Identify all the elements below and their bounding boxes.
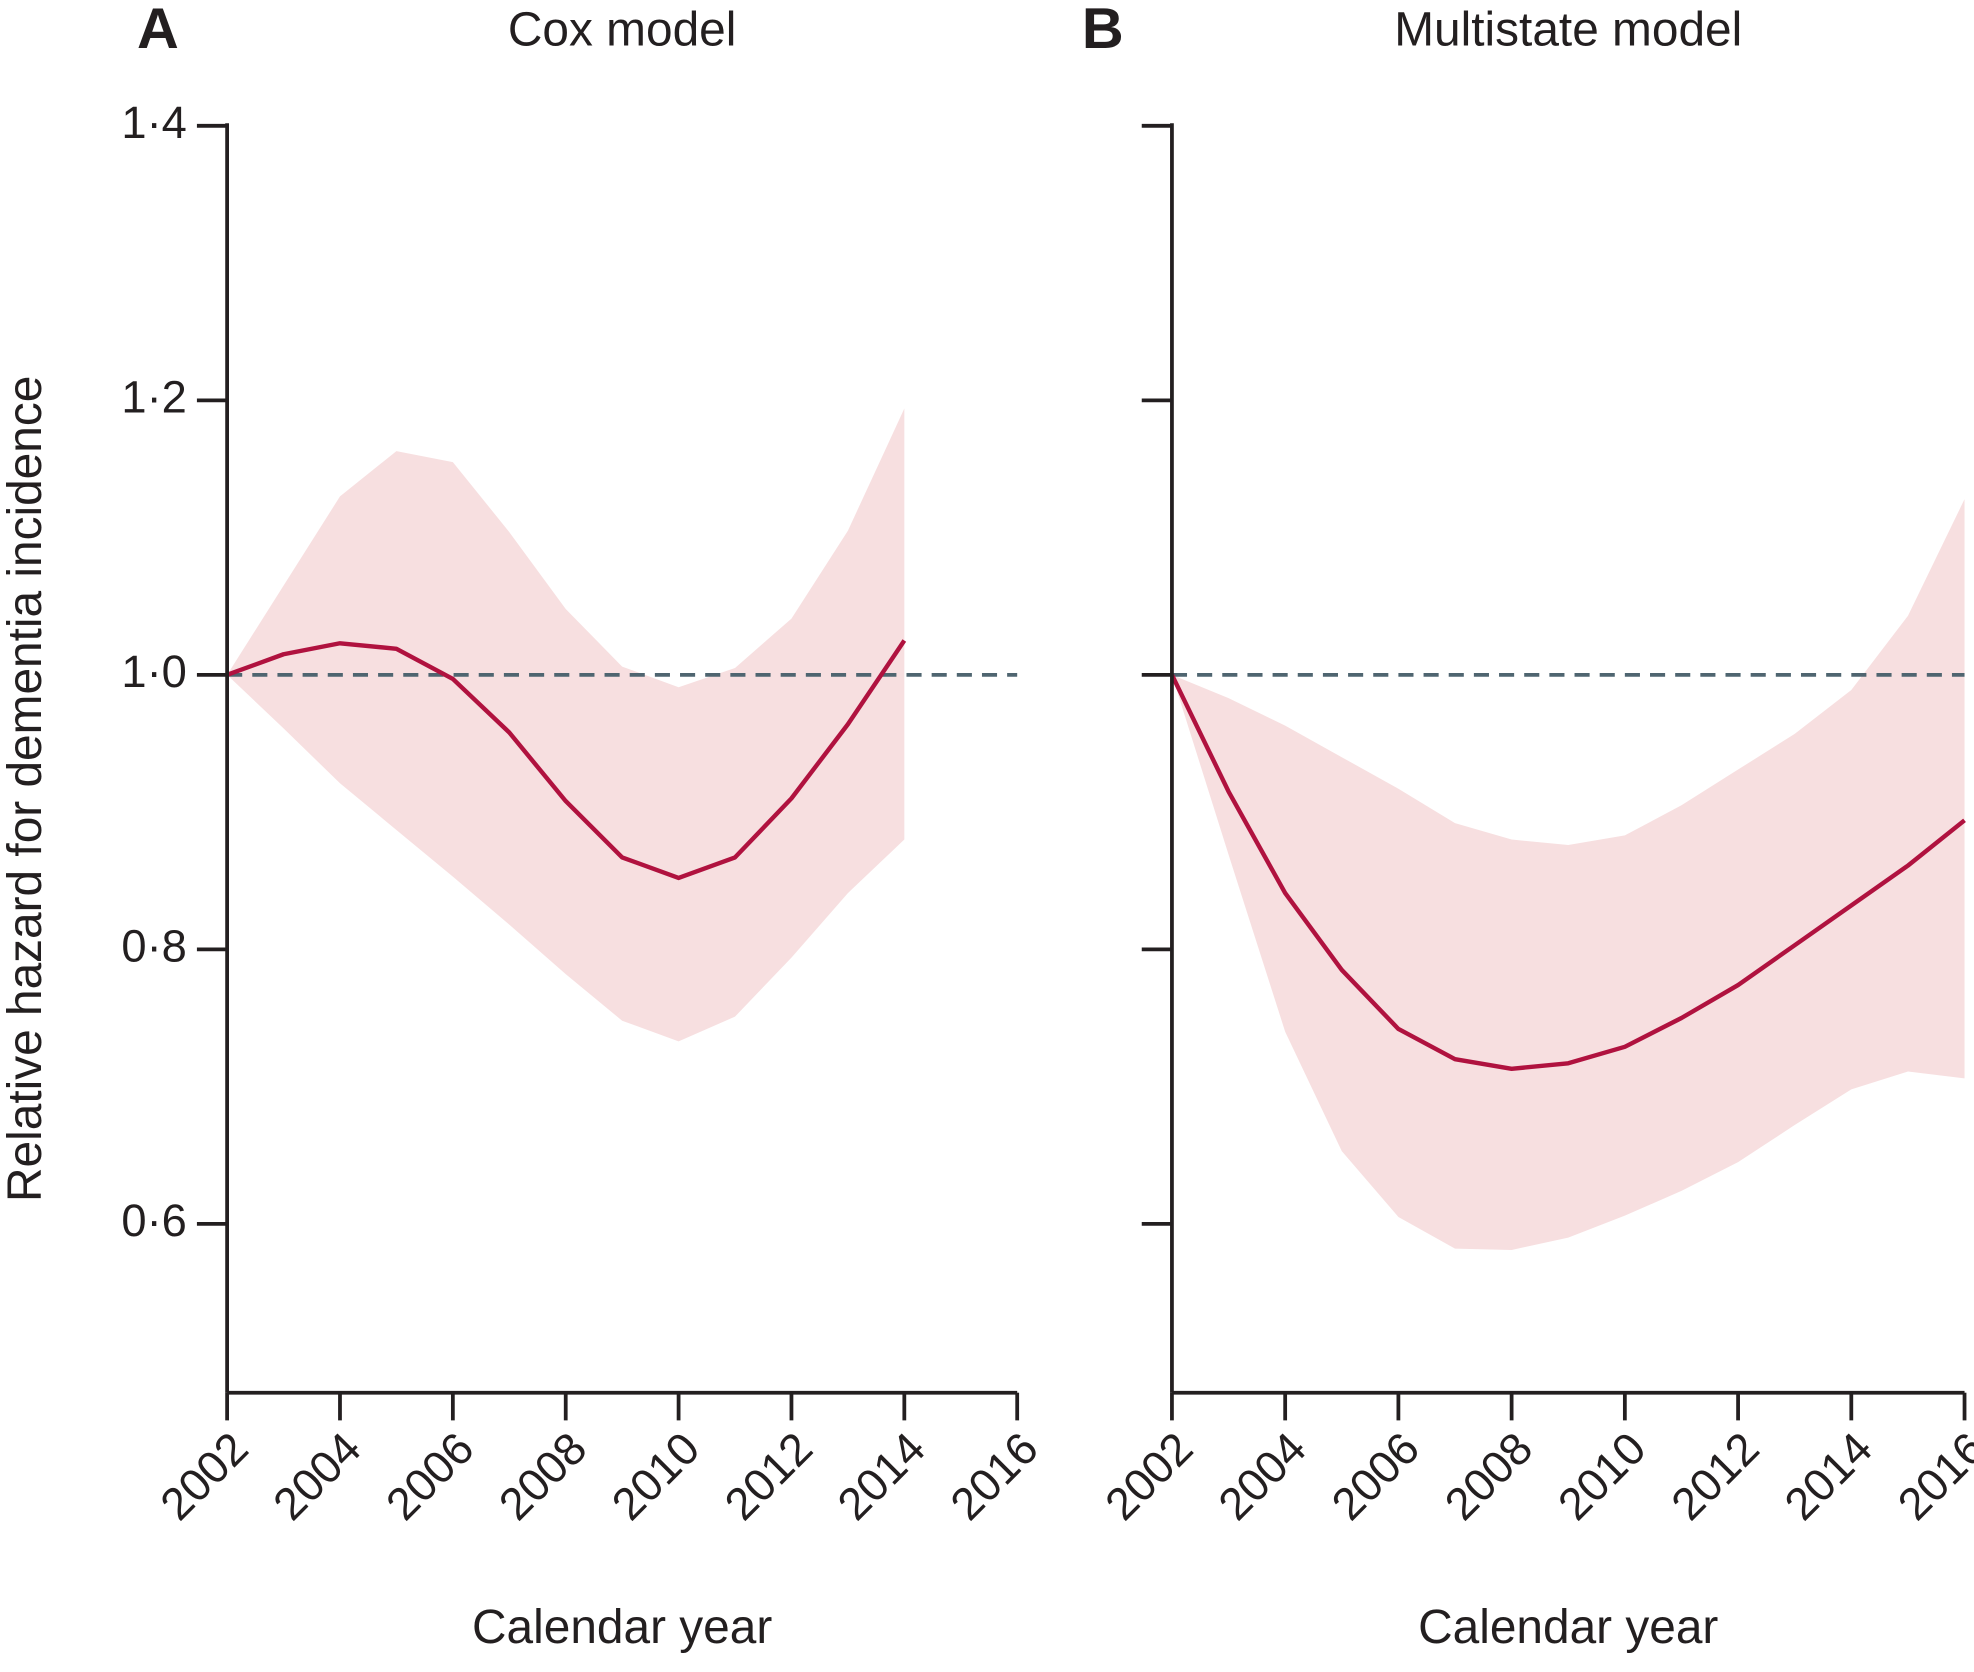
x-tick-label: 2008 bbox=[1435, 1422, 1542, 1529]
confidence-band bbox=[1171, 499, 1965, 1250]
y-tick-label: 0·8 bbox=[121, 920, 186, 971]
y-tick-label: 1·2 bbox=[121, 371, 186, 422]
x-axis-label: Calendar year bbox=[472, 1601, 772, 1654]
x-tick-label: 2008 bbox=[489, 1422, 596, 1529]
y-tick-label: 1·4 bbox=[121, 97, 186, 148]
y-tick-label: 1·0 bbox=[121, 646, 186, 697]
x-tick-label: 2006 bbox=[376, 1422, 483, 1529]
y-axis-label: Relative hazard for dementia incidence bbox=[0, 376, 52, 1202]
x-tick-label: 2004 bbox=[1209, 1422, 1316, 1529]
x-tick-label: 2002 bbox=[150, 1422, 257, 1529]
hazard-line bbox=[226, 639, 907, 881]
x-tick-label: 2002 bbox=[1095, 1422, 1202, 1529]
x-tick-label: 2016 bbox=[941, 1422, 1048, 1529]
panel-label: A bbox=[137, 0, 179, 61]
hazard-line bbox=[1169, 673, 1966, 1071]
x-axis-label: Calendar year bbox=[1418, 1601, 1718, 1654]
x-tick-label: 2016 bbox=[1888, 1422, 1974, 1529]
confidence-band bbox=[227, 408, 905, 1042]
x-tick-label: 2014 bbox=[828, 1422, 935, 1529]
panel-label: B bbox=[1082, 0, 1124, 61]
x-tick-label: 2004 bbox=[263, 1422, 370, 1529]
x-tick-label: 2012 bbox=[1661, 1422, 1768, 1529]
chart-title: Cox model bbox=[508, 3, 736, 56]
x-tick-label: 2010 bbox=[1548, 1422, 1655, 1529]
y-tick-label: 0·6 bbox=[121, 1195, 186, 1246]
panel: 2002 2004 2006 2008 2010 2012 2014 2016 B Multist… bbox=[1082, 0, 1974, 1654]
x-tick-label: 2006 bbox=[1322, 1422, 1429, 1529]
x-tick-label: 2014 bbox=[1775, 1422, 1882, 1529]
x-tick-label: 2010 bbox=[602, 1422, 709, 1529]
x-tick-label: 2012 bbox=[715, 1422, 822, 1529]
chart-title: Multistate model bbox=[1394, 3, 1742, 56]
